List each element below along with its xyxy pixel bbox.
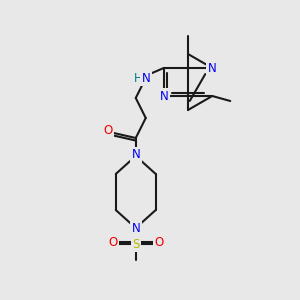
Text: N: N <box>159 89 168 103</box>
Text: O: O <box>103 124 112 137</box>
Text: N: N <box>131 221 140 235</box>
Text: N: N <box>208 61 217 74</box>
Text: O: O <box>108 236 117 250</box>
Text: S: S <box>132 238 140 250</box>
Text: O: O <box>154 236 164 250</box>
Text: N: N <box>131 148 140 161</box>
Text: N: N <box>141 71 150 85</box>
Text: H: H <box>134 71 142 85</box>
